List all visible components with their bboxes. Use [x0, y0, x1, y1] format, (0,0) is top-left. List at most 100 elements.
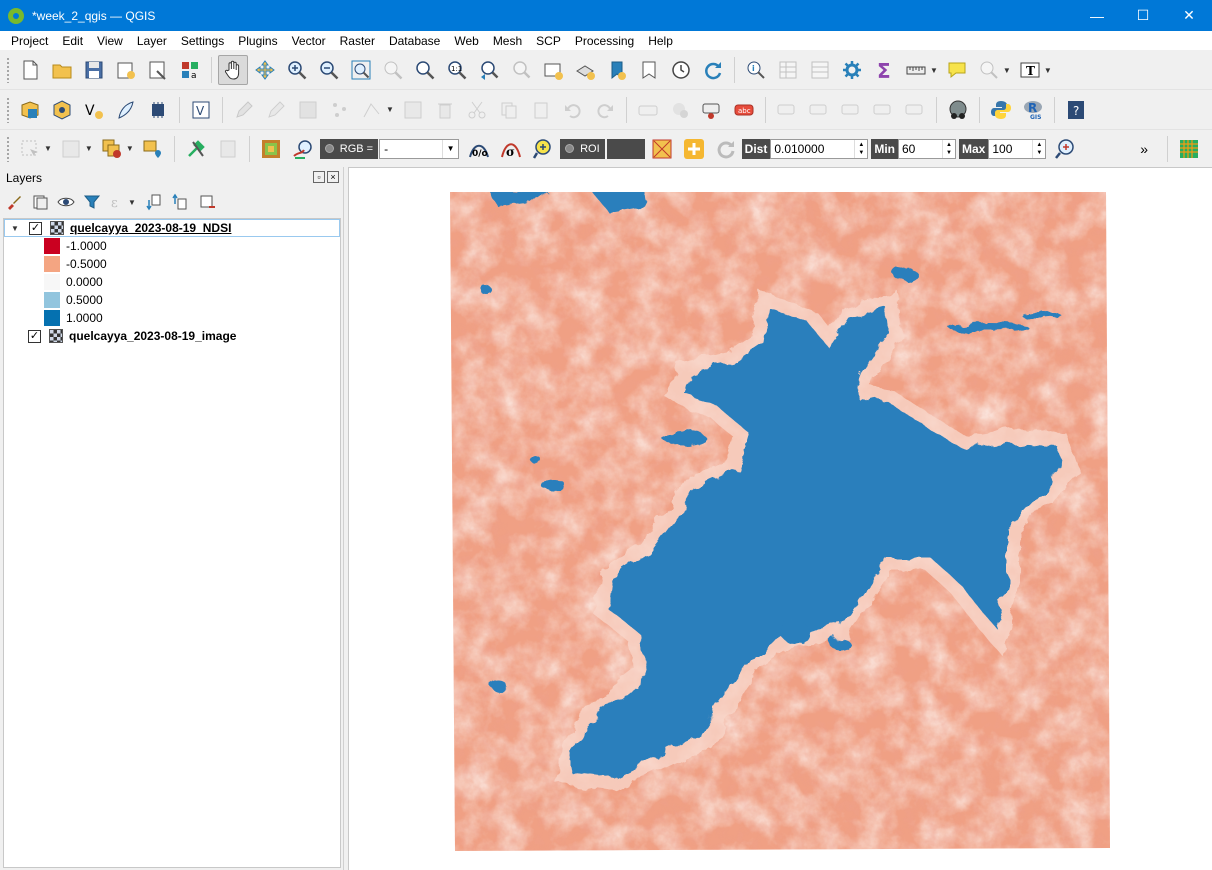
- manage-map-themes-button[interactable]: [56, 192, 76, 212]
- menu-processing[interactable]: Processing: [574, 33, 635, 48]
- new-shapefile-layer-button[interactable]: V: [79, 95, 109, 125]
- show-hide-labels-button[interactable]: [804, 95, 834, 125]
- dist-spinbox[interactable]: 0.010000 ▲ ▼: [770, 138, 869, 159]
- select-features-button[interactable]: [15, 134, 45, 164]
- panel-splitter[interactable]: [344, 167, 349, 870]
- layer-visibility-checkbox[interactable]: ✓: [29, 221, 42, 235]
- menu-settings[interactable]: Settings: [180, 33, 225, 48]
- filter-expression-dropdown-arrow[interactable]: ▼: [128, 197, 136, 207]
- spin-arrows-icon[interactable]: ▲ ▼: [942, 139, 955, 158]
- attribute-table-button[interactable]: [773, 55, 803, 85]
- filter-by-expression-button[interactable]: ε: [108, 192, 128, 212]
- show-pinned-labels-button[interactable]: abc: [729, 95, 759, 125]
- modify-attributes-button[interactable]: [398, 95, 428, 125]
- scp-band-calc-button[interactable]: [1174, 134, 1204, 164]
- python-console-button[interactable]: [986, 95, 1016, 125]
- menu-edit[interactable]: Edit: [62, 33, 84, 48]
- zoom-to-selection-button[interactable]: [378, 55, 408, 85]
- toolbar-grip[interactable]: [6, 135, 10, 162]
- scp-zoom-roi-button[interactable]: [528, 134, 558, 164]
- new-virtual-layer-button[interactable]: [143, 95, 173, 125]
- collapse-all-button[interactable]: [171, 192, 191, 212]
- undo-button[interactable]: [558, 95, 588, 125]
- new-3d-view-button[interactable]: [570, 55, 600, 85]
- zoom-in-button[interactable]: [282, 55, 312, 85]
- menu-vector[interactable]: Vector: [291, 33, 326, 48]
- menu-web[interactable]: Web: [454, 33, 479, 48]
- select-by-location-button[interactable]: [138, 134, 168, 164]
- r-gis-button[interactable]: R GIS: [1018, 95, 1048, 125]
- toolbox-button[interactable]: [837, 55, 867, 85]
- pan-to-selection-button[interactable]: [250, 55, 280, 85]
- max-spinbox[interactable]: 100 ▲ ▼: [988, 138, 1047, 159]
- pin-labels-button[interactable]: [772, 95, 802, 125]
- open-project-button[interactable]: [47, 55, 77, 85]
- select-value-dropdown-arrow[interactable]: ▼: [84, 144, 93, 153]
- layer-name[interactable]: quelcayya_2023-08-19_NDSI: [70, 221, 232, 235]
- menu-project[interactable]: Project: [11, 33, 49, 48]
- deselect-dropdown-arrow[interactable]: ▼: [125, 144, 134, 153]
- menu-plugins[interactable]: Plugins: [238, 33, 278, 48]
- paste-features-button[interactable]: [526, 95, 556, 125]
- scp-tools-button[interactable]: [181, 134, 211, 164]
- maximize-button[interactable]: ☐: [1136, 7, 1150, 23]
- scp-dock-button[interactable]: [256, 134, 286, 164]
- toolbar-grip[interactable]: [6, 96, 10, 123]
- scp-activate-roi-button[interactable]: [679, 134, 709, 164]
- roi-toggle-icon[interactable]: [565, 144, 575, 153]
- expand-all-button[interactable]: [145, 192, 165, 212]
- layer-visibility-checkbox[interactable]: ✓: [28, 329, 41, 343]
- measure-line-button[interactable]: [901, 55, 931, 85]
- refresh-button[interactable]: [698, 55, 728, 85]
- menu-view[interactable]: View: [97, 33, 123, 48]
- text-annotation-button[interactable]: T: [1015, 55, 1045, 85]
- zoom-to-layer-button[interactable]: [410, 55, 440, 85]
- measure-dropdown-arrow[interactable]: ▼: [930, 65, 938, 75]
- filter-legend-button[interactable]: [82, 192, 102, 212]
- scp-local-stretch-button[interactable]: 0/o: [464, 134, 494, 164]
- field-calculator-button[interactable]: [805, 55, 835, 85]
- pan-map-button[interactable]: [218, 55, 248, 85]
- menu-scp[interactable]: SCP: [536, 33, 561, 48]
- scp-table-button[interactable]: [213, 134, 243, 164]
- save-edits-button[interactable]: [293, 95, 323, 125]
- menu-help[interactable]: Help: [648, 33, 673, 48]
- layer-name[interactable]: quelcayya_2023-08-19_image: [69, 329, 237, 343]
- zoom-next-button[interactable]: [506, 55, 536, 85]
- move-label-button[interactable]: [836, 95, 866, 125]
- menu-layer[interactable]: Layer: [136, 33, 167, 48]
- locator-dropdown-arrow[interactable]: ▼: [1002, 65, 1011, 75]
- current-edits-button[interactable]: [229, 95, 259, 125]
- rgb-combobox[interactable]: - ▼: [379, 138, 460, 159]
- new-geopackage-layer-button[interactable]: [47, 95, 77, 125]
- scp-virtual-band-button[interactable]: V: [186, 95, 216, 125]
- deselect-features-button[interactable]: [97, 134, 127, 164]
- menu-raster[interactable]: Raster: [339, 33, 375, 48]
- new-print-layout-button[interactable]: [111, 55, 141, 85]
- new-map-view-button[interactable]: [538, 55, 568, 85]
- style-manager-button[interactable]: a: [175, 55, 205, 85]
- new-project-button[interactable]: [15, 55, 45, 85]
- zoom-last-button[interactable]: [474, 55, 504, 85]
- statistics-button[interactable]: Σ: [869, 55, 899, 85]
- change-label-button[interactable]: [900, 95, 930, 125]
- menu-database[interactable]: Database: [388, 33, 441, 48]
- layer-tree[interactable]: ▼ ✓ quelcayya_2023-08-19_NDSI -1.0000 -0…: [3, 218, 341, 868]
- layout-manager-button[interactable]: [143, 55, 173, 85]
- vertex-tool-dropdown-arrow[interactable]: ▼: [386, 105, 394, 114]
- show-bookmarks-button[interactable]: [634, 55, 664, 85]
- locator-button[interactable]: [974, 55, 1004, 85]
- remove-layer-button[interactable]: [197, 192, 217, 212]
- min-spinbox[interactable]: 60 ▲ ▼: [898, 138, 956, 159]
- delete-selected-button[interactable]: [430, 95, 460, 125]
- map-tips-button[interactable]: [942, 55, 972, 85]
- help-contents-button[interactable]: ?: [1061, 95, 1091, 125]
- float-panel-icon[interactable]: ▫: [313, 171, 325, 183]
- zoom-native-button[interactable]: 1:1: [442, 55, 472, 85]
- rotate-label-button[interactable]: [868, 95, 898, 125]
- zoom-out-button[interactable]: [314, 55, 344, 85]
- select-dropdown-arrow[interactable]: ▼: [44, 144, 52, 153]
- toolbar-overflow-button[interactable]: »: [1140, 140, 1148, 157]
- spin-arrows-icon[interactable]: ▲ ▼: [1032, 139, 1045, 158]
- close-button[interactable]: ✕: [1183, 7, 1195, 23]
